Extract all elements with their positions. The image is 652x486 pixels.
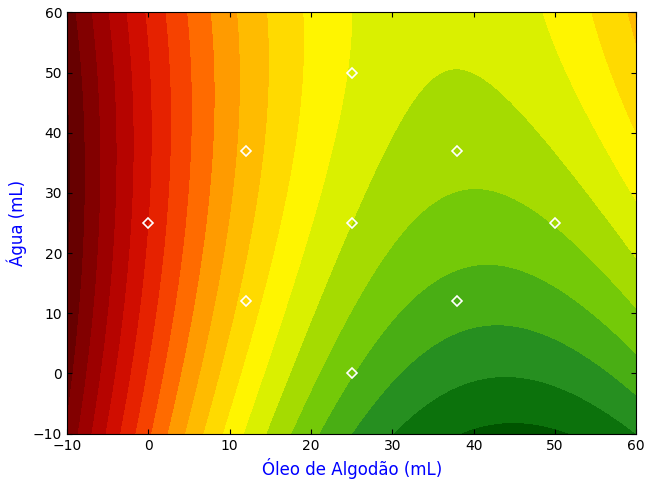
X-axis label: Óleo de Algodão (mL): Óleo de Algodão (mL) bbox=[261, 458, 442, 479]
Y-axis label: Água (mL): Água (mL) bbox=[7, 180, 27, 266]
